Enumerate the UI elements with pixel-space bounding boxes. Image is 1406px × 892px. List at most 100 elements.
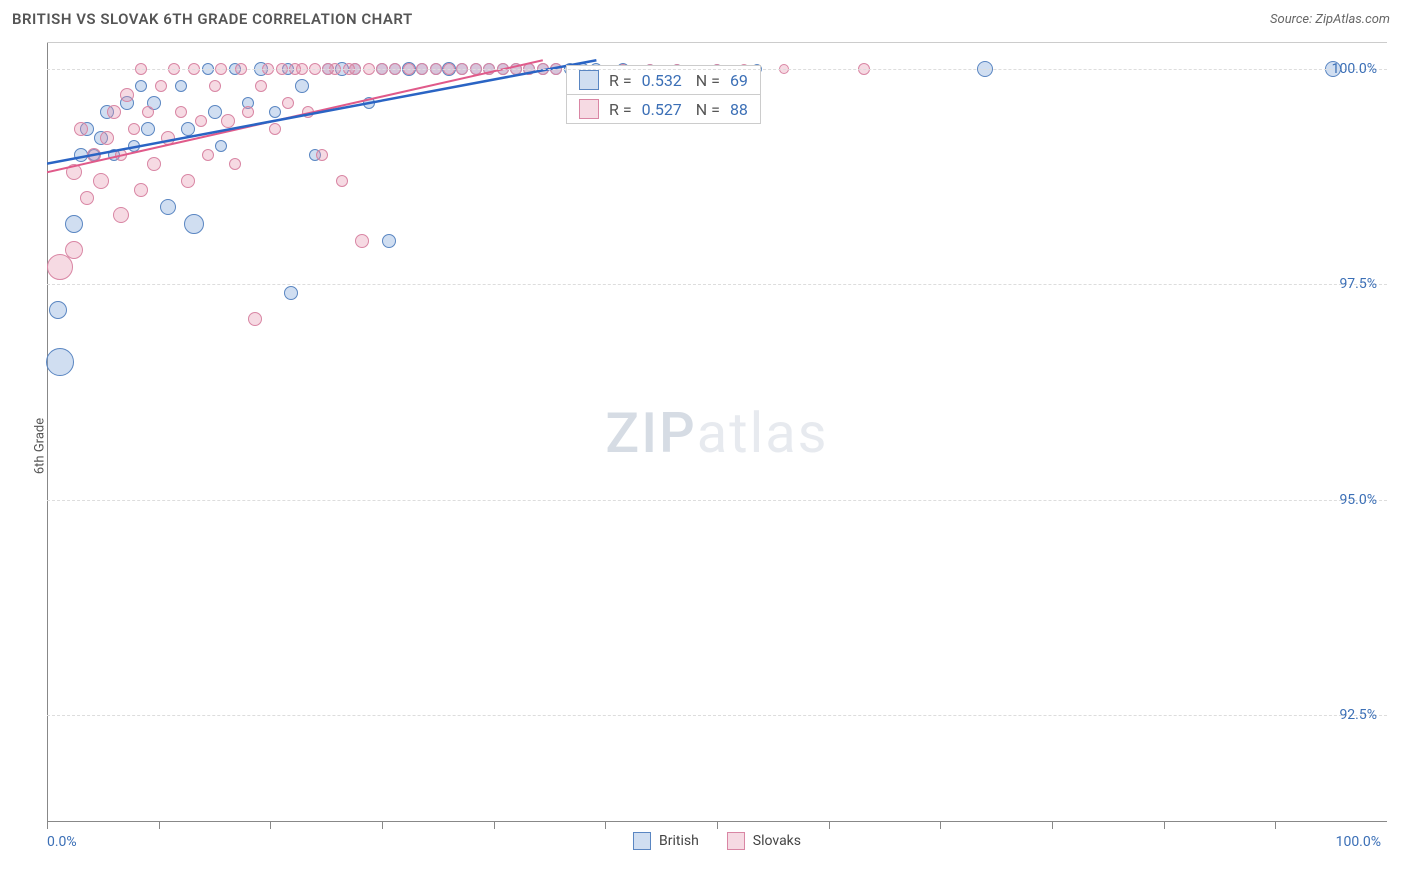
stat-n-label: N =: [692, 100, 720, 119]
slovak-point: [87, 148, 101, 162]
british-point: [382, 234, 396, 248]
slovak-point: [202, 149, 214, 161]
british-point: [175, 80, 187, 92]
slovak-swatch-icon: [579, 99, 599, 119]
british-point: [269, 106, 281, 118]
slovak-point: [175, 106, 187, 118]
x-tick: [494, 822, 495, 829]
british-point: [160, 199, 176, 215]
british-point: [284, 286, 298, 300]
british-point: [215, 140, 227, 152]
slovak-point: [248, 312, 262, 326]
source-label: Source: ZipAtlas.com: [1270, 12, 1390, 27]
x-tick: [47, 822, 48, 829]
british-point: [295, 79, 309, 93]
slovak-point: [282, 97, 294, 109]
slovak-point: [316, 149, 328, 161]
chart-title: BRITISH VS SLOVAK 6TH GRADE CORRELATION …: [12, 10, 413, 28]
x-tick: [1052, 822, 1053, 829]
x-min-label: 0.0%: [47, 834, 77, 850]
y-axis-label: 6th Grade: [33, 418, 48, 474]
stat-n-slovak: 88: [730, 100, 748, 119]
slovak-point: [181, 174, 195, 188]
stat-r-label: R =: [609, 71, 632, 90]
slovak-legend-swatch-icon: [727, 832, 745, 850]
x-tick: [382, 822, 383, 829]
british-point: [46, 348, 74, 376]
slovak-point: [255, 80, 267, 92]
y-tick-label: 95.0%: [1339, 492, 1377, 508]
bottom-legend: British Slovaks: [633, 832, 801, 850]
watermark: ZIPatlas: [605, 400, 828, 466]
slovak-point: [229, 158, 241, 170]
stats-row-slovak: R = 0.527 N = 88: [567, 94, 760, 123]
gridline: [47, 715, 1387, 716]
slovak-point: [242, 106, 254, 118]
british-point: [208, 105, 222, 119]
slovak-point: [161, 131, 175, 145]
slovak-point: [47, 254, 73, 280]
gridline: [47, 500, 1387, 501]
british-point: [65, 215, 83, 233]
x-tick: [717, 822, 718, 829]
slovak-point: [195, 115, 207, 127]
stat-r-british: 0.532: [642, 71, 682, 90]
british-point: [128, 140, 140, 152]
slovak-point: [209, 80, 221, 92]
slovak-point: [115, 149, 127, 161]
slovak-point: [134, 183, 148, 197]
slovak-point: [113, 207, 129, 223]
x-tick: [159, 822, 160, 829]
stats-row-british: R = 0.532 N = 69: [567, 66, 760, 94]
slovak-point: [80, 191, 94, 205]
british-point: [184, 214, 204, 234]
stat-r-label: R =: [609, 100, 632, 119]
watermark-atlas: atlas: [697, 400, 829, 466]
gridline: [47, 69, 1387, 70]
british-point: [181, 122, 195, 136]
stat-n-british: 69: [730, 71, 748, 90]
slovak-point: [142, 106, 154, 118]
stat-n-label: N =: [692, 71, 720, 90]
plot-area: ZIPatlas R = 0.532 N = 69 R = 0.527 N = …: [47, 42, 1387, 822]
stat-r-slovak: 0.527: [642, 100, 682, 119]
x-tick: [270, 822, 271, 829]
slovak-point: [100, 131, 114, 145]
slovak-point: [302, 106, 314, 118]
slovak-point: [336, 175, 348, 187]
legend-british-label: British: [659, 833, 699, 849]
watermark-zip: ZIP: [605, 400, 696, 466]
slovak-point: [221, 114, 235, 128]
slovak-point: [269, 123, 281, 135]
british-point: [363, 97, 375, 109]
stats-legend-box: R = 0.532 N = 69 R = 0.527 N = 88: [566, 65, 761, 124]
british-point: [74, 148, 88, 162]
y-tick-label: 97.5%: [1339, 276, 1377, 292]
gridline: [47, 284, 1387, 285]
x-tick: [1275, 822, 1276, 829]
x-max-label: 100.0%: [1336, 834, 1381, 850]
x-tick: [829, 822, 830, 829]
x-tick: [1164, 822, 1165, 829]
british-point: [135, 80, 147, 92]
legend-slovaks-label: Slovaks: [753, 833, 801, 849]
british-legend-swatch-icon: [633, 832, 651, 850]
slovak-point: [93, 173, 109, 189]
trend-lines: [47, 43, 1387, 823]
slovak-point: [155, 80, 167, 92]
slovak-point: [355, 234, 369, 248]
slovak-point: [128, 123, 140, 135]
british-swatch-icon: [579, 70, 599, 90]
x-tick: [940, 822, 941, 829]
y-axis-line: [47, 43, 48, 822]
slovak-point: [74, 122, 88, 136]
legend-item-british: British: [633, 832, 699, 850]
british-point: [141, 122, 155, 136]
slovak-point: [107, 105, 121, 119]
y-tick-label: 100.0%: [1332, 61, 1377, 77]
legend-item-slovaks: Slovaks: [727, 832, 801, 850]
slovak-point: [120, 88, 134, 102]
slovak-point: [147, 157, 161, 171]
slovak-point: [66, 164, 82, 180]
y-tick-label: 92.5%: [1339, 707, 1377, 723]
